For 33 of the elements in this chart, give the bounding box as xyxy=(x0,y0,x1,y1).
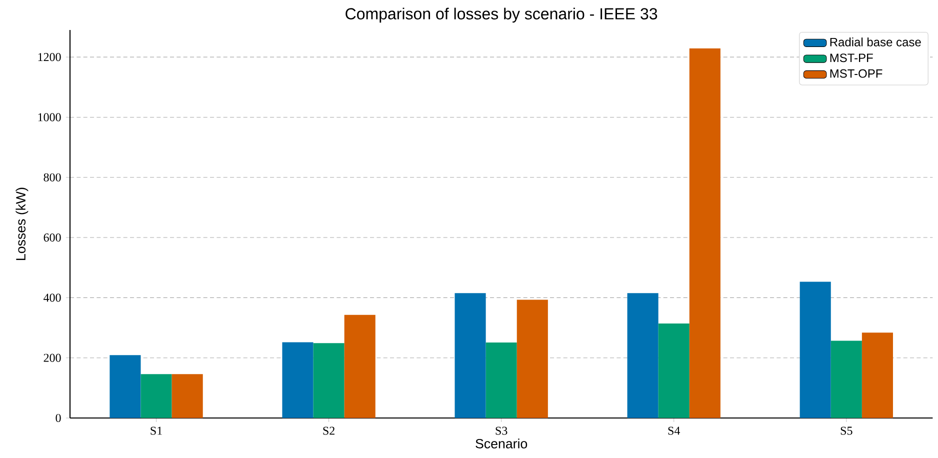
bar xyxy=(862,332,893,418)
bar xyxy=(110,355,141,418)
y-tick-label: 1200 xyxy=(38,53,61,62)
bar xyxy=(344,314,376,418)
legend-label: MST-OPF xyxy=(830,69,882,78)
y-tick-label: 0 xyxy=(56,414,61,422)
bar xyxy=(313,343,344,418)
bar xyxy=(627,293,658,418)
x-tick-label: S1 xyxy=(150,426,162,435)
y-axis-title: Losses (kW) xyxy=(16,188,28,260)
bar xyxy=(172,374,203,418)
bar xyxy=(689,48,720,418)
bar xyxy=(454,293,486,418)
y-tick-label: 400 xyxy=(44,294,61,302)
bar xyxy=(516,300,548,418)
bar xyxy=(140,374,172,418)
y-tick-label: 200 xyxy=(44,354,61,362)
y-tick-label: 600 xyxy=(44,233,61,242)
bar xyxy=(282,342,314,418)
x-tick-label: S4 xyxy=(668,426,680,435)
bar xyxy=(800,282,831,418)
y-tick-label: 1000 xyxy=(38,113,61,122)
bar xyxy=(486,342,517,418)
x-axis-title: Scenario xyxy=(476,438,528,448)
bar xyxy=(658,324,690,418)
y-tick-label: 800 xyxy=(44,173,61,182)
x-tick-label: S3 xyxy=(496,426,508,435)
x-tick-label: S2 xyxy=(323,426,334,435)
x-tick-label: S5 xyxy=(840,426,852,435)
chart-title: Comparison of losses by scenario - IEEE 33 xyxy=(346,8,658,23)
bar xyxy=(830,340,862,418)
legend-label: Radial base case xyxy=(830,38,921,46)
legend-label: MST-PF xyxy=(830,54,873,62)
